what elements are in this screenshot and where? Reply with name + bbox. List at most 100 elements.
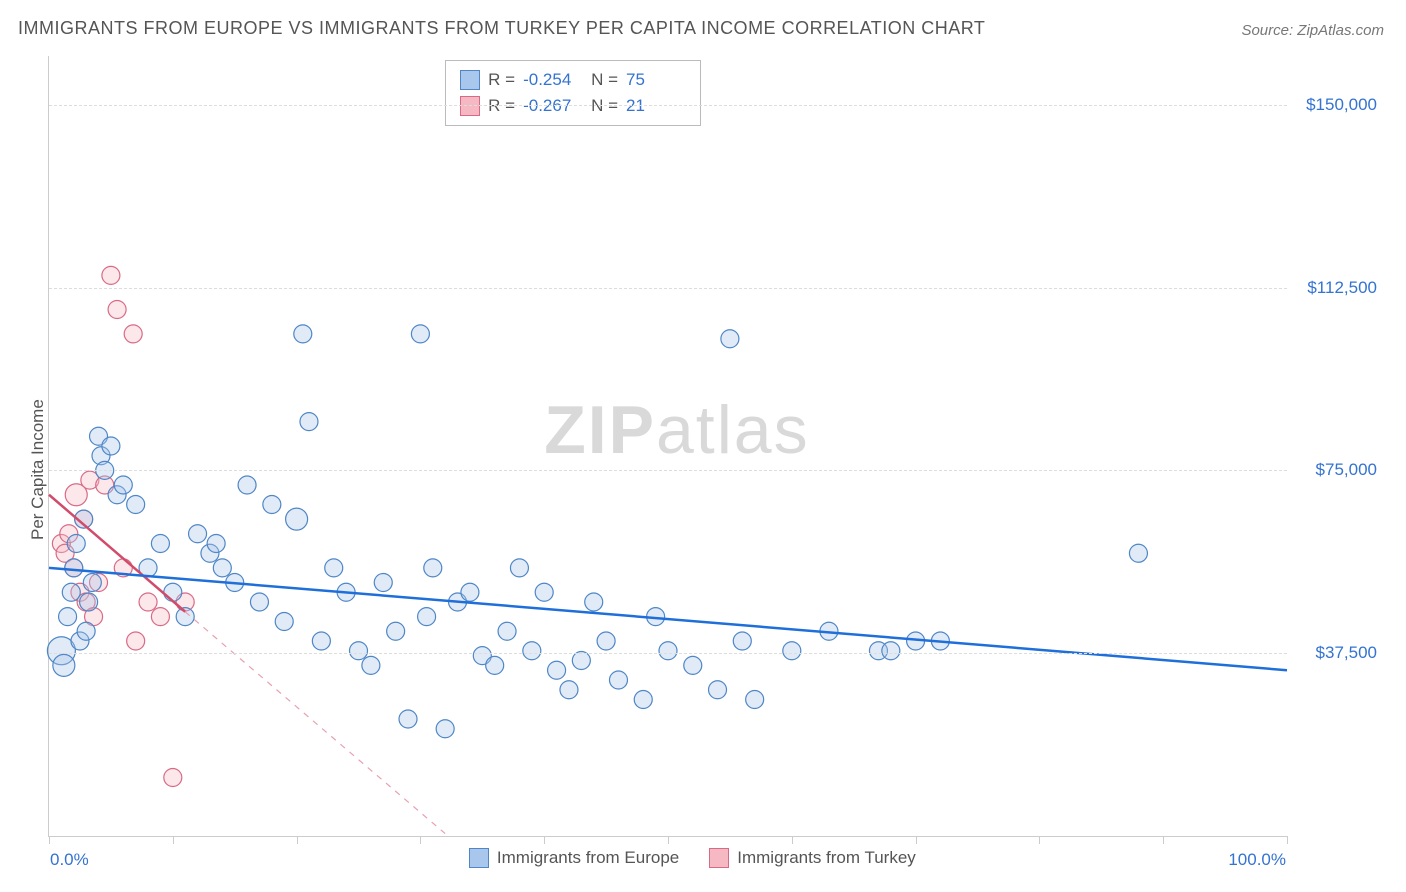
data-point xyxy=(238,476,256,494)
x-tick xyxy=(792,836,793,844)
data-point xyxy=(108,301,126,319)
series-legend-label: Immigrants from Turkey xyxy=(737,848,916,868)
data-point xyxy=(572,652,590,670)
data-point xyxy=(312,632,330,650)
data-point xyxy=(124,325,142,343)
data-point xyxy=(436,720,454,738)
data-point xyxy=(597,632,615,650)
data-point xyxy=(53,654,75,676)
chart-title: IMMIGRANTS FROM EUROPE VS IMMIGRANTS FRO… xyxy=(18,18,985,39)
gridline xyxy=(49,470,1287,471)
legend-n-prefix: N = xyxy=(591,93,618,119)
legend-n-value: 75 xyxy=(626,67,686,93)
gridline xyxy=(49,653,1287,654)
series-legend-item: Immigrants from Europe xyxy=(469,848,679,868)
data-point xyxy=(1129,544,1147,562)
x-tick xyxy=(916,836,917,844)
x-tick xyxy=(544,836,545,844)
legend-r-prefix: R = xyxy=(488,67,515,93)
series-legend: Immigrants from Europe Immigrants from Tu… xyxy=(469,848,916,868)
data-point xyxy=(151,535,169,553)
chart-svg xyxy=(49,56,1287,836)
data-point xyxy=(164,583,182,601)
data-point xyxy=(709,681,727,699)
data-point xyxy=(139,593,157,611)
legend-n-value: 21 xyxy=(626,93,686,119)
y-axis-label: Per Capita Income xyxy=(28,399,48,540)
data-point xyxy=(783,642,801,660)
x-tick xyxy=(173,836,174,844)
data-point xyxy=(350,642,368,660)
data-point xyxy=(250,593,268,611)
x-tick xyxy=(420,836,421,844)
data-point xyxy=(733,632,751,650)
data-point xyxy=(548,661,566,679)
y-tick-label: $112,500 xyxy=(1297,278,1377,298)
data-point xyxy=(325,559,343,577)
y-tick-label: $37,500 xyxy=(1297,643,1377,663)
legend-swatch xyxy=(469,848,489,868)
legend-r-prefix: R = xyxy=(488,93,515,119)
data-point xyxy=(535,583,553,601)
data-point xyxy=(659,642,677,660)
data-point xyxy=(65,559,83,577)
x-tick xyxy=(1163,836,1164,844)
correlation-legend-row: R = -0.254 N = 75 xyxy=(460,67,686,93)
data-point xyxy=(362,656,380,674)
series-legend-item: Immigrants from Turkey xyxy=(709,848,916,868)
data-point xyxy=(300,413,318,431)
data-point xyxy=(114,476,132,494)
data-point xyxy=(498,622,516,640)
data-point xyxy=(189,525,207,543)
data-point xyxy=(609,671,627,689)
legend-r-value: -0.267 xyxy=(523,93,583,119)
data-point xyxy=(585,593,603,611)
data-point xyxy=(67,535,85,553)
data-point xyxy=(560,681,578,699)
legend-swatch xyxy=(460,70,480,90)
x-tick xyxy=(297,836,298,844)
x-tick xyxy=(1287,836,1288,844)
source-attribution: Source: ZipAtlas.com xyxy=(1241,22,1384,39)
data-point xyxy=(164,769,182,787)
data-point xyxy=(62,583,80,601)
data-point xyxy=(399,710,417,728)
data-point xyxy=(102,266,120,284)
x-tick xyxy=(668,836,669,844)
data-point xyxy=(882,642,900,660)
x-axis-max-label: 100.0% xyxy=(1228,850,1286,870)
gridline xyxy=(49,288,1287,289)
correlation-legend: R = -0.254 N = 75 R = -0.267 N = 21 xyxy=(445,60,701,126)
series-legend-label: Immigrants from Europe xyxy=(497,848,679,868)
data-point xyxy=(424,559,442,577)
data-point xyxy=(77,622,95,640)
data-point xyxy=(411,325,429,343)
data-point xyxy=(461,583,479,601)
legend-r-value: -0.254 xyxy=(523,67,583,93)
data-point xyxy=(510,559,528,577)
data-point xyxy=(634,691,652,709)
data-point xyxy=(286,508,308,530)
gridline xyxy=(49,105,1287,106)
y-tick-label: $75,000 xyxy=(1297,460,1377,480)
data-point xyxy=(213,559,231,577)
legend-n-prefix: N = xyxy=(591,67,618,93)
data-point xyxy=(127,496,145,514)
data-point xyxy=(83,574,101,592)
data-point xyxy=(721,330,739,348)
data-point xyxy=(59,608,77,626)
x-tick xyxy=(1039,836,1040,844)
plot-area: ZIPatlas R =-0.254N =75R =-0.267N =21 $3… xyxy=(48,56,1287,837)
legend-swatch xyxy=(709,848,729,868)
data-point xyxy=(486,656,504,674)
data-point xyxy=(523,642,541,660)
x-tick xyxy=(49,836,50,844)
x-axis-min-label: 0.0% xyxy=(50,850,89,870)
data-point xyxy=(127,632,145,650)
y-tick-label: $150,000 xyxy=(1297,95,1377,115)
data-point xyxy=(387,622,405,640)
data-point xyxy=(374,574,392,592)
data-point xyxy=(746,691,764,709)
data-point xyxy=(102,437,120,455)
data-point xyxy=(263,496,281,514)
